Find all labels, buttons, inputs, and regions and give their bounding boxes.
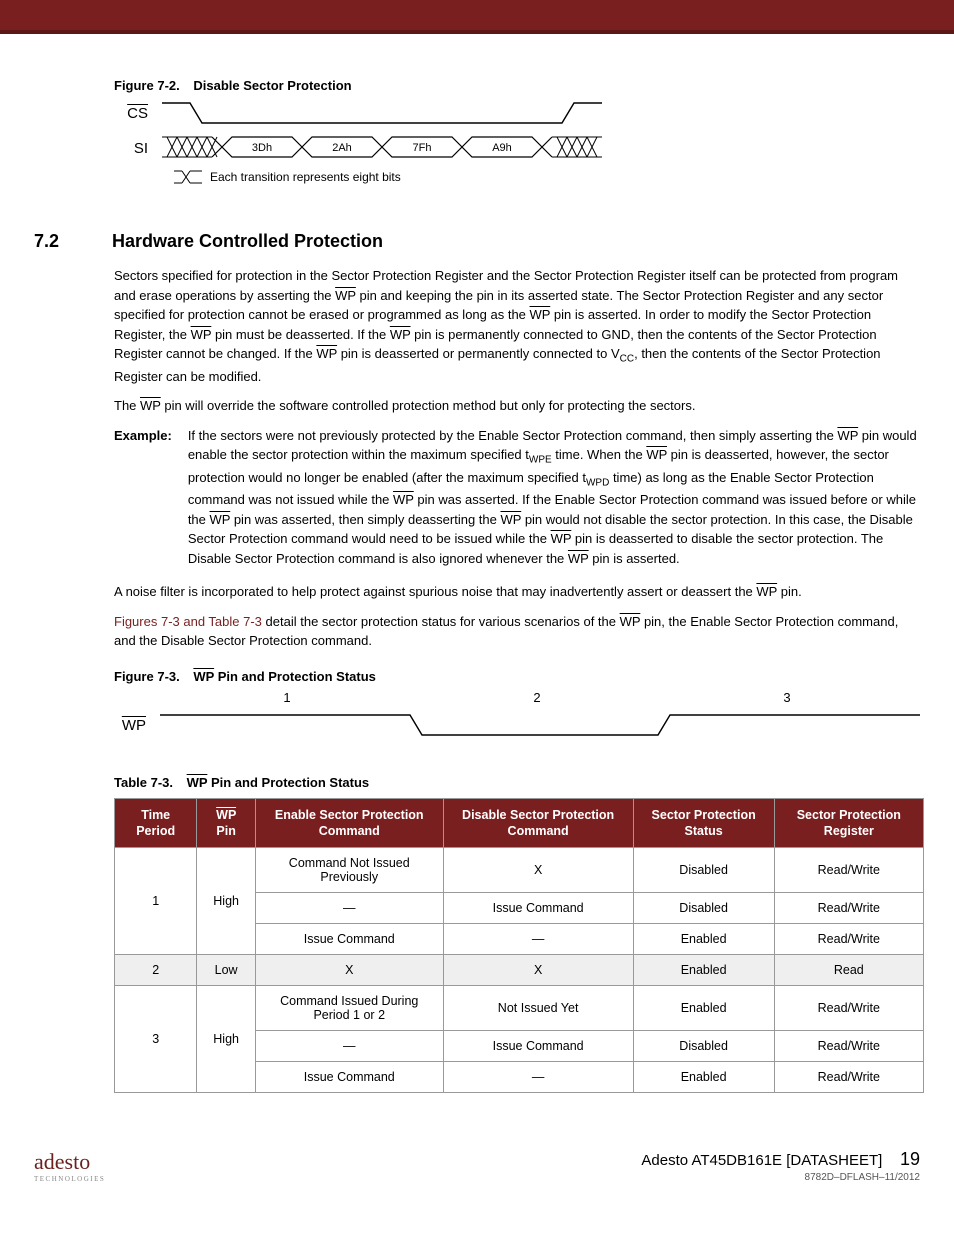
transition-icon — [174, 169, 202, 185]
section-heading: 7.2 Hardware Controlled Protection — [34, 231, 920, 252]
footer-right: Adesto AT45DB161E [DATASHEET] 19 8782D–D… — [641, 1149, 920, 1183]
footer-page-number: 19 — [900, 1149, 920, 1169]
example-text: If the sectors were not previously prote… — [188, 426, 920, 569]
cs-waveform — [162, 99, 602, 127]
figure-7-2-note: Each transition represents eight bits — [174, 169, 920, 185]
wp-period-1: 1 — [162, 690, 412, 705]
cs-signal-row: CS — [114, 99, 920, 127]
wp-signal-row: WP — [114, 711, 920, 741]
figure-table-reference-link[interactable]: Figures 7-3 and Table 7-3 — [114, 614, 262, 629]
page-content: Figure 7-2. Disable Sector Protection CS… — [0, 34, 954, 1113]
paragraph-1: Sectors specified for protection in the … — [114, 266, 920, 416]
wp-period-3: 3 — [662, 690, 912, 705]
si-signal-row: SI — [114, 133, 920, 163]
figure-7-2-caption: Figure 7-2. Disable Sector Protection — [114, 78, 920, 93]
cs-label: CS — [114, 105, 162, 122]
table-row: 3 High Command Issued During Period 1 or… — [115, 986, 924, 1031]
table-7-3: Time Period WP Pin Enable Sector Protect… — [114, 798, 920, 1094]
wp-waveform — [160, 711, 920, 741]
footer-doc-id: 8782D–DFLASH–11/2012 — [641, 1172, 920, 1183]
th-protection-register: Sector Protection Register — [774, 798, 923, 848]
si-label: SI — [114, 140, 162, 157]
th-enable-cmd: Enable Sector Protection Command — [255, 798, 443, 848]
section-number: 7.2 — [34, 231, 82, 252]
page-footer: adesto TECHNOLOGIES Adesto AT45DB161E [D… — [34, 1149, 920, 1183]
si-byte-3: A9h — [492, 142, 512, 154]
section-title: Hardware Controlled Protection — [112, 231, 383, 252]
si-byte-2: 7Fh — [413, 142, 432, 154]
si-byte-0: 3Dh — [252, 142, 272, 154]
table-row: 2 Low X X Enabled Read — [115, 955, 924, 986]
example-block: Example: If the sectors were not previou… — [114, 426, 920, 569]
paragraph-4: Figures 7-3 and Table 7-3 detail the sec… — [114, 612, 920, 651]
wp-label: WP — [114, 717, 160, 734]
figure-number: Figure 7-2. — [114, 78, 180, 93]
si-byte-1: 2Ah — [332, 142, 352, 154]
th-time-period: Time Period — [115, 798, 197, 848]
footer-doc-title: Adesto AT45DB161E [DATASHEET] — [641, 1152, 882, 1169]
adesto-logo: adesto TECHNOLOGIES — [34, 1149, 105, 1183]
table-header-row: Time Period WP Pin Enable Sector Protect… — [115, 798, 924, 848]
paragraph-3: A noise filter is incorporated to help p… — [114, 582, 920, 651]
table-row: 1 High Command Not Issued Previously X D… — [115, 848, 924, 893]
figure-title: Disable Sector Protection — [193, 78, 351, 93]
th-disable-cmd: Disable Sector Protection Command — [443, 798, 633, 848]
paragraph-2: The WP pin will override the software co… — [114, 396, 920, 416]
top-header-bar — [0, 0, 954, 34]
figure-7-3-caption: Figure 7-3. WP Pin and Protection Status — [114, 669, 920, 684]
si-waveform: 3Dh 2Ah 7Fh A9h — [162, 133, 632, 163]
th-protection-status: Sector Protection Status — [633, 798, 774, 848]
th-wp-pin: WP Pin — [197, 798, 256, 848]
wp-period-numbers: 1 2 3 — [162, 690, 912, 705]
example-label: Example: — [114, 426, 172, 569]
wp-period-2: 2 — [412, 690, 662, 705]
table-7-3-caption: Table 7-3. WP Pin and Protection Status — [114, 775, 920, 790]
